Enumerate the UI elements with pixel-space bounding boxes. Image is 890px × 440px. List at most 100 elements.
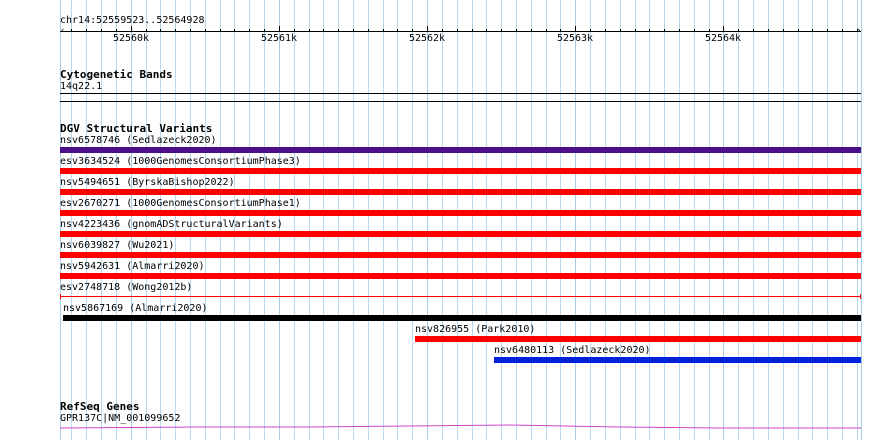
grid-line bbox=[442, 0, 443, 440]
ruler-tick bbox=[146, 29, 147, 32]
grid-line bbox=[323, 0, 324, 440]
dgv-variant-label[interactable]: nsv5867169 (Almarri2020) bbox=[63, 303, 208, 314]
grid-line bbox=[472, 0, 473, 440]
grid-line bbox=[783, 0, 784, 440]
grid-line bbox=[160, 0, 161, 440]
grid-line bbox=[279, 0, 280, 440]
dgv-variant-line[interactable] bbox=[60, 296, 861, 297]
dgv-variant-bar[interactable] bbox=[60, 231, 861, 237]
cyto-track-title: Cytogenetic Bands bbox=[60, 68, 173, 81]
ruler-tick bbox=[309, 29, 310, 32]
refseq-gene-label[interactable]: GPR137C|NM_001099652 bbox=[60, 413, 181, 424]
grid-line bbox=[501, 0, 502, 440]
ruler-tick bbox=[427, 26, 428, 32]
ruler-tick bbox=[679, 29, 680, 32]
ruler-tick bbox=[546, 29, 547, 32]
grid-line bbox=[546, 0, 547, 440]
ruler-tick bbox=[694, 29, 695, 32]
grid-line bbox=[605, 0, 606, 440]
grid-line bbox=[175, 0, 176, 440]
dgv-variant-label[interactable]: nsv5942631 (Almarri2020) bbox=[60, 261, 205, 272]
ruler-right-arrow: › bbox=[856, 26, 862, 36]
grid-line bbox=[220, 0, 221, 440]
dgv-variant-label[interactable]: esv2748718 (Wong2012b) bbox=[60, 282, 193, 293]
location-label: chr14:52559523..52564928 bbox=[60, 15, 205, 26]
ruler-tick bbox=[353, 29, 354, 32]
grid-line bbox=[146, 0, 147, 440]
cyto-band-top-border bbox=[60, 93, 861, 94]
ruler-tick bbox=[160, 29, 161, 32]
grid-line bbox=[560, 0, 561, 440]
refseq-gene-line[interactable] bbox=[60, 422, 861, 440]
dgv-variant-label[interactable]: nsv4223436 (gnomADStructuralVariants) bbox=[60, 219, 283, 230]
dgv-variant-label[interactable]: nsv6480113 (Sedlazeck2020) bbox=[494, 345, 651, 356]
ruler-tick bbox=[368, 29, 369, 32]
dgv-variant-bar[interactable] bbox=[60, 168, 861, 174]
ruler-tick bbox=[783, 29, 784, 32]
grid-border-line bbox=[861, 0, 862, 440]
ruler-tick bbox=[412, 29, 413, 32]
dgv-variant-bar[interactable] bbox=[494, 357, 861, 363]
grid-line bbox=[516, 0, 517, 440]
dgv-variant-label[interactable]: nsv6578746 (Sedlazeck2020) bbox=[60, 135, 217, 146]
grid-line bbox=[131, 0, 132, 440]
dgv-variant-bar[interactable] bbox=[60, 273, 861, 279]
ruler-tick-label: 52561k bbox=[260, 33, 298, 44]
ruler-tick bbox=[383, 29, 384, 32]
grid-line bbox=[338, 0, 339, 440]
grid-line bbox=[531, 0, 532, 440]
grid-line bbox=[234, 0, 235, 440]
grid-line bbox=[709, 0, 710, 440]
ruler-tick bbox=[205, 29, 206, 32]
dgv-variant-bar[interactable] bbox=[60, 252, 861, 258]
ruler-tick bbox=[249, 29, 250, 32]
dgv-variant-bar[interactable] bbox=[60, 189, 861, 195]
dgv-variant-bar[interactable] bbox=[415, 336, 861, 342]
ruler-tick bbox=[486, 29, 487, 32]
grid-line bbox=[368, 0, 369, 440]
ruler-tick bbox=[560, 29, 561, 32]
grid-line bbox=[486, 0, 487, 440]
ruler-tick bbox=[442, 29, 443, 32]
dgv-variant-bar[interactable] bbox=[63, 315, 861, 321]
ruler-tick bbox=[798, 29, 799, 32]
grid-line bbox=[86, 0, 87, 440]
grid-line bbox=[397, 0, 398, 440]
dgv-variant-bar[interactable] bbox=[60, 210, 861, 216]
dgv-variant-label[interactable]: esv3634524 (1000GenomesConsortiumPhase3) bbox=[60, 156, 301, 167]
grid-line bbox=[664, 0, 665, 440]
ruler-tick bbox=[531, 29, 532, 32]
ruler-tick bbox=[175, 29, 176, 32]
ruler-tick bbox=[827, 29, 828, 32]
dgv-variant-bar[interactable] bbox=[60, 147, 861, 153]
grid-line bbox=[264, 0, 265, 440]
ruler-tick bbox=[279, 26, 280, 32]
grid-line bbox=[694, 0, 695, 440]
ruler-tick bbox=[101, 29, 102, 32]
grid-line bbox=[738, 0, 739, 440]
ruler-axis bbox=[60, 31, 861, 32]
ruler-tick bbox=[857, 29, 858, 32]
dgv-variant-label[interactable]: nsv826955 (Park2010) bbox=[415, 324, 536, 335]
dgv-variant-label[interactable]: nsv6039827 (Wu2021) bbox=[60, 240, 175, 251]
ruler-tick bbox=[620, 29, 621, 32]
grid-line bbox=[412, 0, 413, 440]
dgv-variant-label[interactable]: nsv5494651 (ByrskaBishop2022) bbox=[60, 177, 235, 188]
grid-line bbox=[635, 0, 636, 440]
ruler-tick-label: 52564k bbox=[704, 33, 742, 44]
ruler-tick bbox=[294, 29, 295, 32]
grid-line bbox=[353, 0, 354, 440]
ruler-tick bbox=[323, 29, 324, 32]
ruler-tick bbox=[190, 29, 191, 32]
grid-line bbox=[427, 0, 428, 440]
grid-line bbox=[679, 0, 680, 440]
grid-line bbox=[205, 0, 206, 440]
ruler-tick-label: 52560k bbox=[112, 33, 150, 44]
dgv-variant-label[interactable]: esv2670271 (1000GenomesConsortiumPhase1) bbox=[60, 198, 301, 209]
grid-line bbox=[827, 0, 828, 440]
ruler-tick bbox=[472, 29, 473, 32]
ruler-tick bbox=[842, 29, 843, 32]
grid-line bbox=[842, 0, 843, 440]
grid-line bbox=[383, 0, 384, 440]
